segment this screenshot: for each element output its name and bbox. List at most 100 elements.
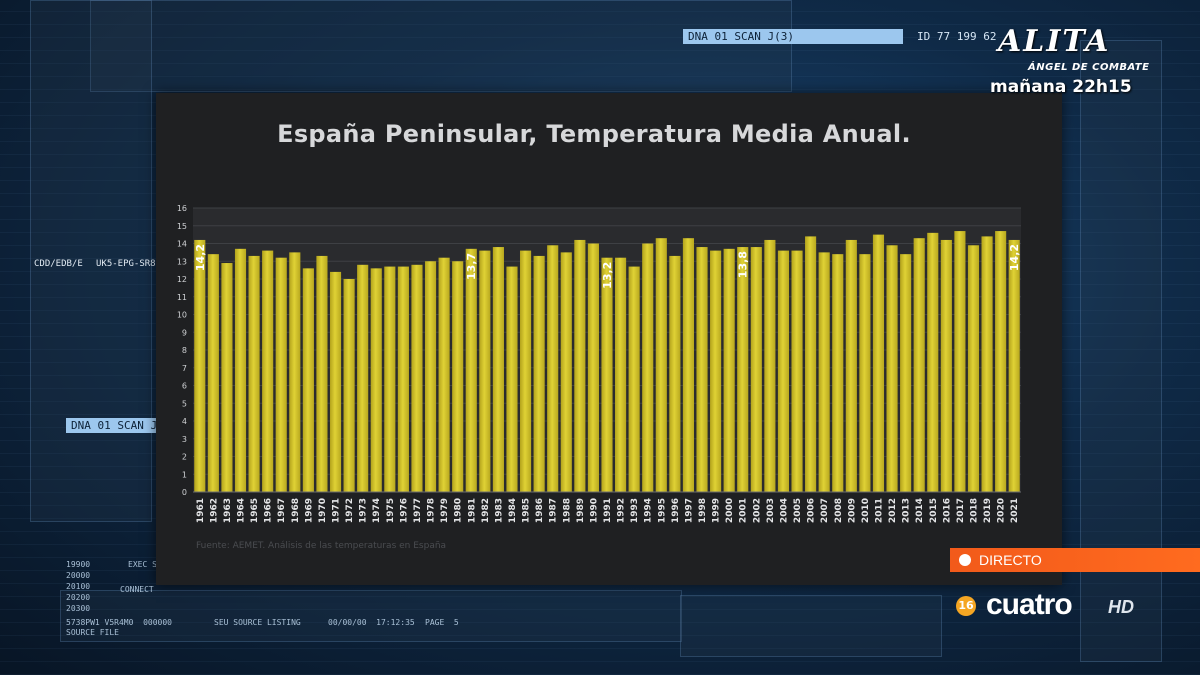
x-tick-label: 2021 [1010, 498, 1020, 523]
bar [452, 261, 464, 492]
x-tick-label: 1994 [644, 498, 654, 523]
bar [900, 254, 912, 492]
y-tick-label: 6 [182, 382, 187, 391]
bar [289, 252, 301, 492]
bar [587, 243, 599, 492]
bar [940, 239, 952, 492]
x-tick-label: 1963 [223, 498, 233, 523]
terminal-footer-2: SOURCE FILE [66, 628, 119, 637]
seu-label: SEU SOURCE LISTING [214, 618, 301, 627]
bar [750, 247, 762, 492]
movie-promo: ALITA ÁNGEL DE COMBATE mañana 22h15 [968, 22, 1188, 102]
bar [913, 238, 925, 492]
y-tick-label: 3 [182, 435, 187, 444]
x-tick-label: 1968 [291, 498, 301, 523]
x-tick-label: 1984 [508, 498, 518, 523]
bar [506, 266, 518, 492]
bar [560, 252, 572, 492]
x-tick-label: 1992 [617, 498, 627, 523]
terminal-exec: EXEC S [128, 560, 157, 569]
chart-source: Fuente: AEMET. Análisis de las temperatu… [196, 541, 447, 551]
bar [207, 254, 219, 492]
scan-label-top: DNA 01 SCAN J(3) [683, 29, 903, 44]
x-tick-label: 2018 [969, 498, 979, 523]
data-label: 13,2 [601, 262, 614, 289]
x-tick-label: 1996 [671, 498, 681, 523]
bar [316, 255, 328, 492]
x-tick-label: 1973 [359, 498, 369, 523]
x-tick-label: 1962 [209, 498, 219, 523]
x-tick-label: 1983 [494, 498, 504, 523]
x-tick-label: 1987 [549, 498, 559, 523]
x-tick-label: 2015 [929, 498, 939, 523]
bar [682, 238, 695, 492]
code-left-2: UK5-EPG-SR8 [96, 259, 156, 269]
bar [357, 264, 369, 492]
bg-panel-left [30, 0, 152, 522]
x-tick-label: 1977 [413, 498, 423, 523]
x-tick-label: 1964 [237, 498, 247, 523]
x-tick-label: 1965 [250, 498, 260, 523]
x-tick-label: 1999 [712, 498, 722, 523]
bar [262, 250, 274, 492]
terminal-line: 20300 [66, 604, 91, 613]
movie-subtitle: ÁNGEL DE COMBATE [1028, 62, 1150, 73]
x-tick-label: 1976 [399, 498, 409, 523]
bar [872, 234, 885, 492]
bar [967, 245, 980, 492]
x-tick-label: 1988 [562, 498, 572, 523]
x-tick-label: 1966 [264, 498, 274, 523]
data-label: 14,2 [1008, 244, 1021, 271]
live-badge: DIRECTO [950, 548, 1200, 572]
bar [397, 266, 409, 492]
code-left-1: CDD/EDB/E [34, 259, 83, 269]
x-tick-label: 2010 [861, 498, 871, 523]
bar [805, 236, 817, 492]
x-tick-label: 1970 [318, 498, 328, 523]
bar [615, 257, 627, 492]
bar [384, 266, 396, 492]
bar [465, 248, 477, 492]
channel-name: cuatro [986, 588, 1073, 621]
y-tick-label: 14 [177, 240, 187, 249]
terminal-line: 20100 [66, 582, 91, 591]
y-tick-label: 2 [182, 453, 187, 462]
chart-title: España Peninsular, Temperatura Media Anu… [277, 120, 911, 148]
bar [886, 245, 898, 492]
x-tick-label: 2006 [807, 498, 817, 523]
channel-logo: 16 cuatro HD [956, 588, 1196, 624]
x-tick-label: 1995 [657, 498, 667, 523]
y-tick-label: 11 [177, 293, 187, 302]
bar [329, 271, 342, 492]
x-tick-label: 1997 [684, 498, 694, 523]
x-tick-label: 2007 [820, 498, 830, 523]
x-tick-label: 2020 [997, 498, 1007, 523]
bar [194, 239, 206, 492]
bar [248, 255, 260, 492]
bar [221, 263, 233, 492]
data-label: 13,7 [465, 253, 478, 280]
bar [777, 250, 790, 492]
seu-page: PAGE 5 [425, 618, 459, 627]
bar [655, 238, 667, 492]
bar [954, 231, 966, 492]
y-tick-label: 7 [182, 364, 187, 373]
x-tick-label: 2003 [766, 498, 776, 523]
x-tick-label: 2014 [915, 498, 925, 523]
x-tick-label: 1991 [603, 498, 613, 523]
x-tick-label: 1967 [277, 498, 287, 523]
bar [492, 247, 504, 492]
x-tick-label: 2004 [779, 498, 789, 523]
x-tick-label: 1986 [535, 498, 545, 523]
bar [411, 264, 423, 492]
bar [479, 250, 491, 492]
y-tick-label: 16 [177, 204, 187, 213]
scan-label-left: DNA 01 SCAN J(3) [66, 418, 160, 433]
bar [438, 257, 450, 492]
bar [791, 250, 803, 492]
x-tick-label: 1971 [332, 498, 342, 523]
bar [669, 255, 681, 492]
y-tick-label: 0 [182, 488, 187, 497]
x-tick-label: 1974 [372, 498, 382, 523]
